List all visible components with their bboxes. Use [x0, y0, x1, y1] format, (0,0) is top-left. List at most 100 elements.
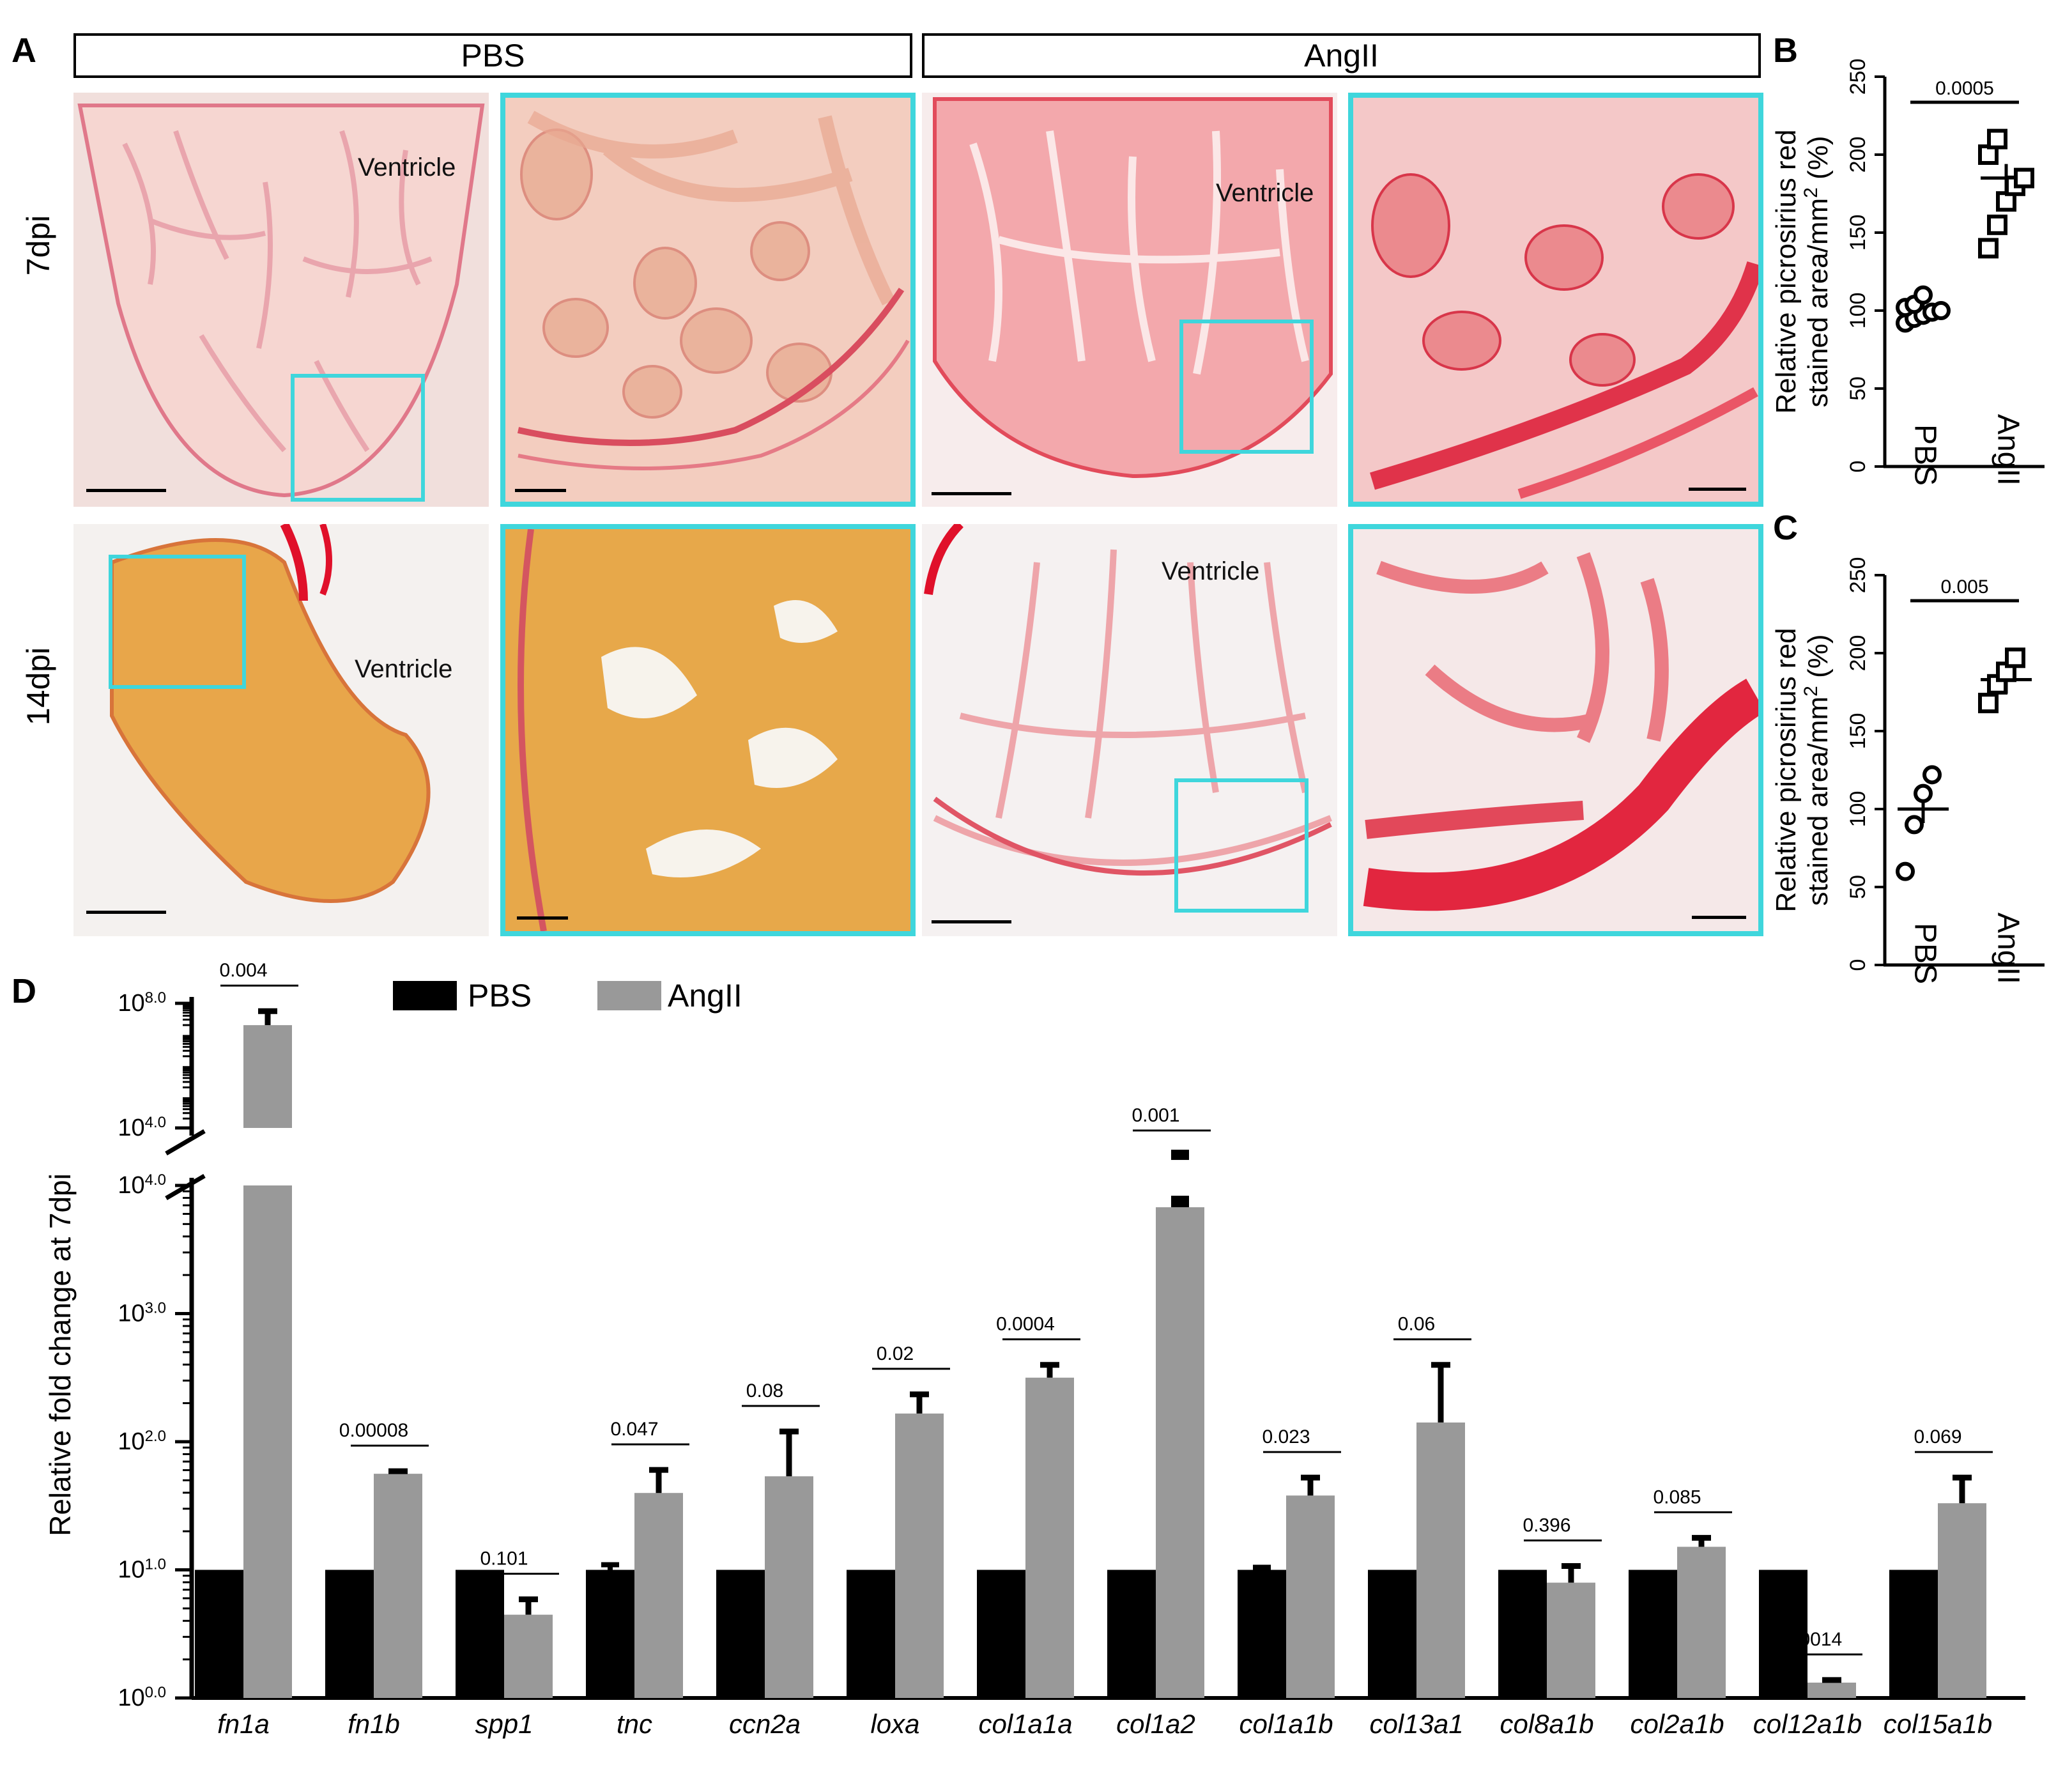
scale-bar [86, 911, 166, 914]
x-tick-label: col2a1b [1630, 1709, 1724, 1739]
bar-pbs [847, 1570, 895, 1698]
p-value-label: 0.001 [1132, 1105, 1179, 1126]
bar-angii [1938, 1503, 1986, 1698]
p-value-label: 0.396 [1523, 1515, 1570, 1536]
tissue-pbs-7dpi [77, 104, 485, 498]
bar-pbs [1629, 1570, 1677, 1698]
bar-angii [895, 1413, 944, 1698]
bar-pbs [456, 1570, 504, 1698]
y-tick-label: 0 [1846, 959, 1870, 971]
data-point [1978, 693, 1999, 714]
bar-angii [374, 1474, 422, 1698]
bar-pbs [586, 1570, 634, 1698]
p-value-label: 0.005 [1940, 576, 1988, 598]
roi-box [1174, 778, 1308, 913]
bar-angii [1286, 1495, 1335, 1698]
bar-pbs [1107, 1570, 1156, 1698]
x-tick-label: spp1 [475, 1709, 533, 1739]
inset-angii-7dpi [1348, 93, 1763, 507]
group-label-pbs-text: PBS [461, 38, 525, 73]
error-bar [1171, 1196, 1189, 1208]
bar-angii [634, 1493, 683, 1698]
axis-break-mark [165, 1129, 206, 1156]
data-point [1896, 861, 1915, 881]
inset-pbs-14dpi [500, 524, 916, 936]
scale-bar [932, 920, 1011, 923]
x-tick-label: AngII [1991, 414, 2025, 486]
bar-angii [1547, 1582, 1595, 1698]
p-value-label: 0.00014 [1773, 1629, 1842, 1650]
bar-pbs [977, 1570, 1025, 1698]
y-tick-label: 200 [1846, 635, 1870, 672]
tissue-inset-pbs-14dpi [518, 529, 838, 931]
bar-pbs [716, 1570, 765, 1698]
roi-box [291, 374, 425, 502]
y-tick-label: 0 [1846, 461, 1870, 473]
x-tick-label: col12a1b [1753, 1709, 1862, 1739]
bar-pbs [195, 1570, 243, 1698]
y-tick-label: 104.0 [118, 1114, 166, 1142]
x-tick-label: col1a1a [978, 1709, 1072, 1739]
bar-pbs [1889, 1570, 1938, 1698]
chart-panel-b: 0 50 100 150 200 250 Relative picrosirius red s… [1770, 59, 2045, 486]
panel-a-letter: A [12, 31, 36, 70]
chart-panel-d: 100.0 101.0 102.0 103.0 104.0 104.0 108.0 Relat… [43, 960, 2025, 1739]
p-value-label: 0.00008 [339, 1420, 408, 1441]
roi-box [1179, 320, 1314, 454]
x-tick-label: fn1b [348, 1709, 400, 1739]
bar-angii [1025, 1377, 1074, 1698]
p-value-label: 0.02 [877, 1343, 914, 1364]
bar-angii [1416, 1422, 1465, 1698]
data-point [1978, 238, 1999, 259]
ventricle-label: Ventricle [1162, 557, 1260, 585]
row-label-14dpi: 14dpi [20, 647, 56, 726]
tissue-inset-angii-14dpi [1363, 552, 1758, 911]
x-tick-label: ccn2a [729, 1709, 801, 1739]
ventricle-label: Ventricle [355, 655, 453, 683]
row-label-7dpi: 7dpi [20, 215, 56, 276]
data-point [2005, 647, 2025, 668]
legend-label-pbs: PBS [468, 978, 532, 1014]
tissue-angii-14dpi [924, 524, 1332, 876]
ventricle-label: Ventricle [1216, 179, 1314, 207]
y-tick-label: 50 [1846, 376, 1870, 401]
x-tick-label: col1a2 [1116, 1709, 1195, 1739]
group-label-angii-text: AngII [1304, 38, 1379, 73]
bar-angii [504, 1614, 553, 1698]
panel-d-letter: D [12, 972, 36, 1010]
p-value-label: 0.004 [219, 960, 267, 981]
roi-box [109, 555, 246, 689]
x-tick-label: fn1a [217, 1709, 270, 1739]
inset-pbs-7dpi [500, 93, 916, 507]
tissue-angii-7dpi [933, 97, 1333, 479]
bar-angii [1677, 1547, 1726, 1698]
bar-angii [1807, 1682, 1856, 1698]
scale-bar [517, 916, 568, 920]
x-tick-label: col1a1b [1239, 1709, 1333, 1739]
scale-bar [932, 492, 1011, 495]
data-point [1922, 765, 1942, 785]
x-tick-label: col8a1b [1500, 1709, 1593, 1739]
bar-angii [243, 1185, 292, 1698]
y-tick-label: 250 [1846, 557, 1870, 594]
y-axis-label: Relative picrosirius red [1770, 129, 1802, 413]
ventricle-label: Ventricle [358, 153, 456, 181]
p-value-label: 0.06 [1398, 1314, 1435, 1335]
y-tick-label: 200 [1846, 137, 1870, 173]
x-tick-label: tnc [617, 1709, 652, 1739]
y-tick-label: 250 [1846, 59, 1870, 95]
y-tick-label: 101.0 [118, 1555, 166, 1584]
chart-panel-c: 0 50 100 150 200 250 Relative picrosirius red s… [1770, 557, 2045, 984]
p-value-label: 0.069 [1914, 1426, 1961, 1447]
p-value-label: 0.101 [480, 1548, 528, 1570]
data-point [2014, 167, 2034, 189]
x-tick-label: AngII [1991, 913, 2025, 984]
y-tick-label: 102.0 [118, 1428, 166, 1456]
scale-bar [1692, 916, 1746, 919]
y-tick-label: 108.0 [118, 989, 166, 1017]
y-tick-label: 150 [1846, 215, 1870, 251]
bar-pbs [325, 1570, 374, 1698]
bar-pbs [1368, 1570, 1416, 1698]
p-value-label: 0.0005 [1935, 78, 1994, 99]
x-tick-label: loxa [870, 1709, 919, 1739]
